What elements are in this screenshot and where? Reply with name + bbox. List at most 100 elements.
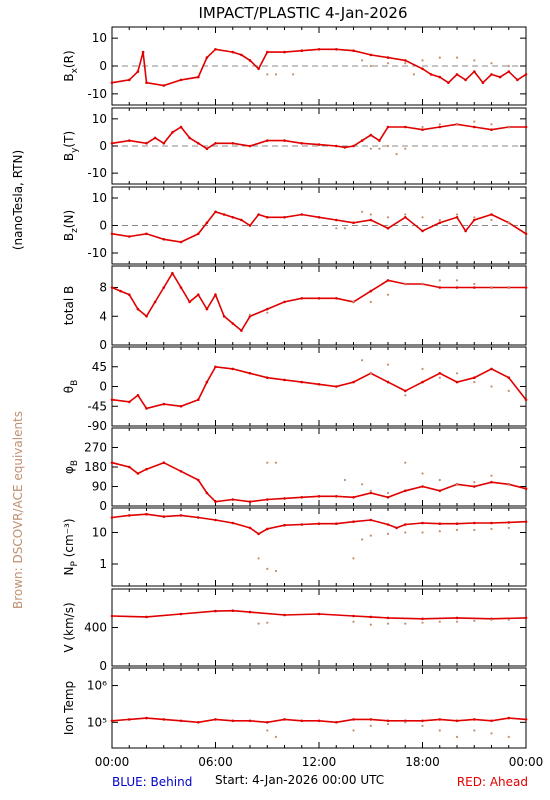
panel-phi-ylabel: φB [62, 460, 80, 474]
panel-phi-ahead-point [128, 465, 131, 469]
panel-theta-equiv-point [438, 376, 441, 379]
panel-np-ytick-label: 10 [92, 526, 107, 540]
panel-temp-ahead-point [128, 718, 131, 721]
panel-bz-ahead-point [128, 235, 131, 238]
panel-by-ytick-label: 10 [92, 112, 107, 126]
panel-btot-ahead-point [283, 300, 286, 304]
panel-bx-ahead-point [421, 67, 424, 71]
panel-theta-ahead-point [162, 402, 166, 406]
panel-np-equiv-point [455, 528, 459, 532]
panel-bx-equiv-point [455, 56, 459, 59]
panel-btot: 8 4 0 total B [62, 265, 528, 352]
panel-theta-frame [111, 346, 527, 427]
panel-v-equiv-point [266, 621, 269, 624]
panel-bz-ahead-point [421, 229, 424, 233]
panel-temp-ahead-point [352, 718, 355, 721]
panel-bx-ahead-point [257, 67, 260, 71]
panel-bx-equiv-point [507, 64, 510, 68]
panel-v-ytick-label: 400 [84, 621, 107, 635]
panel-bx-series-equiv [266, 56, 510, 76]
panel-bx-ahead-point [128, 78, 131, 82]
panel-v-series-ahead [110, 609, 528, 621]
panel-by-ahead-point [352, 144, 355, 148]
panel-bx-equiv-point [361, 59, 364, 62]
panel-temp-ahead-point [421, 719, 424, 723]
panel-bx-ahead-point [145, 81, 148, 84]
panel-temp-equiv-point [455, 735, 459, 739]
panel-np-ahead-point [197, 516, 200, 519]
panel-bx-ahead-point [335, 48, 338, 51]
panel-phi-ylabel-main: φ [62, 466, 76, 474]
panel-v-ylabel: V (km/s) [62, 602, 76, 652]
panel-np-equiv-point [369, 534, 372, 537]
panel-btot-series-equiv [248, 279, 510, 316]
panel-by-ahead-line [111, 123, 526, 150]
panel-phi-ytick-label: 0 [99, 499, 107, 513]
panel-theta-equiv-point [361, 359, 364, 362]
panel-temp-ylabel: Ion Temp [62, 681, 76, 735]
panel-phi-ahead-point [283, 497, 286, 500]
panel-phi-ahead-point [248, 500, 252, 504]
x-tick-labels: 00:00 06:00 12:00 18:00 00:00 [95, 755, 544, 769]
panel-temp-equiv-point [352, 729, 355, 732]
panel-bx-ahead-point [490, 73, 493, 76]
panel-theta-equiv-point [369, 372, 372, 375]
panel-phi-equiv-point [455, 483, 459, 486]
panel-btot-ahead-point [205, 307, 209, 311]
panel-by-ahead-point [153, 136, 157, 140]
panel-btot-ahead-point [222, 315, 226, 318]
panel-by-ahead-point [490, 128, 493, 131]
panel-theta-ytick-label: -90 [87, 419, 107, 433]
panel-btot-ahead-point [145, 315, 148, 318]
panel-phi-ylabel-sub: B [70, 460, 80, 466]
panel-btot-equiv-point [266, 311, 269, 314]
panel-v-ahead-point [317, 612, 321, 616]
panel-phi-ahead-point [162, 461, 166, 465]
panel-v-ahead-point [283, 613, 286, 617]
panel-by-ahead-point [524, 125, 528, 129]
panel-bz-series-equiv [335, 210, 510, 230]
panel-np-equiv-point [266, 567, 269, 571]
panel-bz-ahead-point [197, 232, 200, 236]
panel-bx-ytick-label: 10 [92, 31, 107, 45]
panel-bz-ahead-point [248, 224, 252, 227]
panel-temp-ahead-point [473, 718, 476, 721]
panel-theta-series-ahead [110, 365, 528, 410]
panel-by-ylabel: By(T) [62, 131, 80, 161]
panel-btot-ahead-line [111, 271, 526, 332]
panel-bx-ahead-point [240, 53, 243, 57]
panel-temp-ytick-label: 10⁵ [87, 715, 107, 729]
panel-by-ahead-point [360, 139, 364, 142]
panel-by-series-ahead [110, 123, 528, 150]
panel-theta-ahead-point [386, 380, 390, 384]
panel-bz-equiv-point [507, 221, 510, 224]
panel-by-equiv-point [404, 147, 407, 150]
panel-phi-equiv-point [438, 478, 441, 482]
field-units-label: (nanoTesla, RTN) [11, 150, 25, 250]
panel-by: 10 0 -10 By(T) [62, 107, 528, 185]
panel-bx-equiv-point [473, 59, 476, 62]
panel-theta-ahead-point [205, 380, 209, 384]
panel-temp-ahead-point [507, 716, 511, 720]
panel-theta-ylabel: θB [62, 380, 80, 394]
panel-bx-equiv-point [266, 73, 269, 76]
panel-np-equiv-point [507, 526, 510, 530]
panel-bx-ahead-point [179, 78, 183, 82]
panel-bz-ahead-point [179, 240, 183, 244]
panel-bz-ahead-point [240, 218, 243, 222]
panel-btot-ahead-point [524, 286, 528, 289]
panel-bz-ahead-point [490, 213, 493, 216]
legend-behind: BLUE: Behind [112, 775, 192, 789]
panel-by-ahead-point [369, 133, 373, 137]
panel-temp-equiv-point [421, 724, 424, 728]
panel-np-ahead-point [473, 521, 476, 525]
panel-theta-ytick-label: 0 [99, 380, 107, 394]
panel-phi-ahead-point [266, 498, 269, 501]
panel-by-equiv-point [490, 123, 493, 126]
panel-theta-ylabel-sub: B [70, 380, 80, 386]
panel-np-ahead-point [257, 532, 260, 536]
panel-v-equiv-point [473, 619, 476, 622]
panel-by-equiv-point [369, 147, 372, 150]
panel-phi-ahead-point [231, 498, 235, 501]
